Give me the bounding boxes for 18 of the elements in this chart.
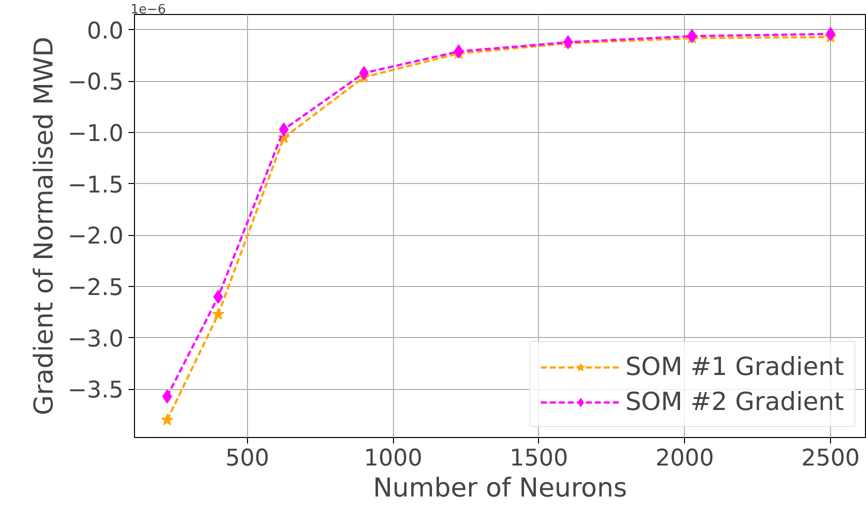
annotation: 1e−6 [130,2,166,18]
y-tick-label: −2.0 [68,224,124,250]
y-axis-title: Gradient of Normalised MWD [30,36,60,416]
x-tick-label: 1000 [364,446,422,472]
x-axis-title: Number of Neurons [372,474,628,504]
y-tick-label: −3.0 [68,326,124,352]
y-tick-label: −0.5 [68,70,124,96]
x-tick-label: 2000 [655,446,714,472]
x-tick-label: 500 [225,446,270,472]
y-tick-label: 0.0 [86,18,124,44]
y-tick-label: −3.5 [68,378,124,404]
x-tick-label: 1500 [510,446,568,472]
legend-label: SOM #2 Gradient [625,387,844,416]
y-tick-label: −1.5 [68,172,124,198]
legend-label: SOM #1 Gradient [625,352,844,381]
y-tick-label: −1.0 [68,121,124,148]
x-tick-label: 2500 [801,446,860,472]
y-tick-label: −2.5 [68,275,124,302]
